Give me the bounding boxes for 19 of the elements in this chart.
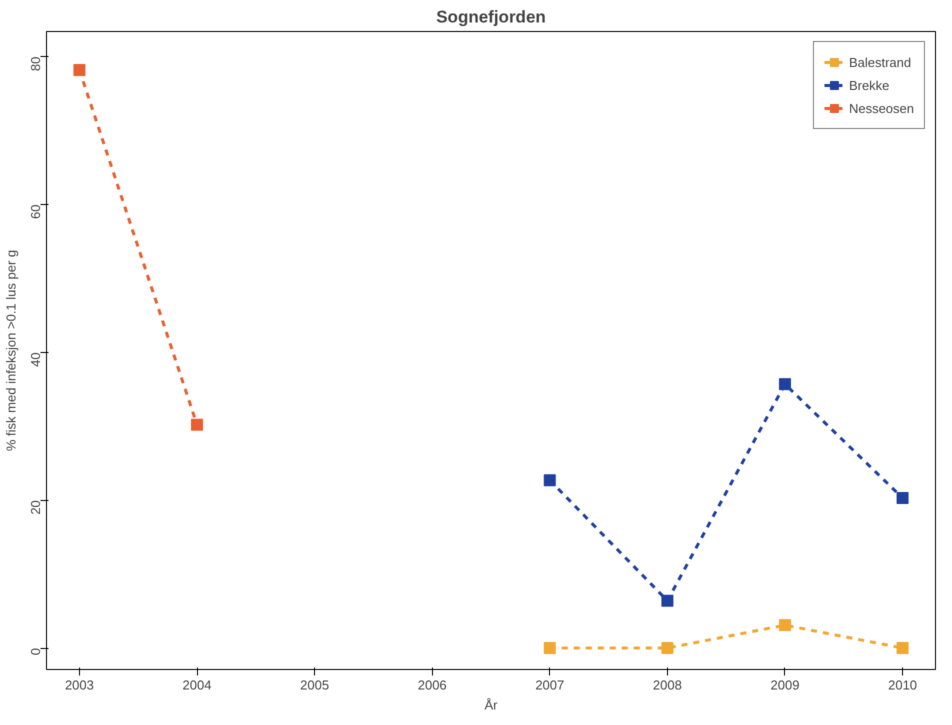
legend-label: Balestrand [848,54,912,70]
legend-label: Brekke [848,78,890,92]
x-tick-label: 2010 [888,678,918,692]
y-tick-label: 40 [28,352,43,367]
y-tick-label: 20 [28,500,43,515]
x-tick-label: 2009 [770,678,800,692]
x-tick-label: 2008 [652,678,682,692]
x-tick-label: 2006 [418,678,447,692]
x-axis-title: År [484,698,498,712]
chart-title: Sognefjorden [436,8,546,26]
x-tick-label: 2007 [535,678,564,692]
legend-label: Nesseosen [848,100,914,116]
x-tick-label: 2005 [300,678,330,692]
x-tick-label: 2003 [64,678,94,692]
y-tick-label: 80 [28,56,43,72]
y-tick-label: 0 [28,648,43,656]
y-axis-title: % fisk med infeksjon >0.1 lus per g [4,250,18,452]
x-tick-label: 2004 [182,678,212,692]
y-tick-label: 60 [28,204,43,219]
